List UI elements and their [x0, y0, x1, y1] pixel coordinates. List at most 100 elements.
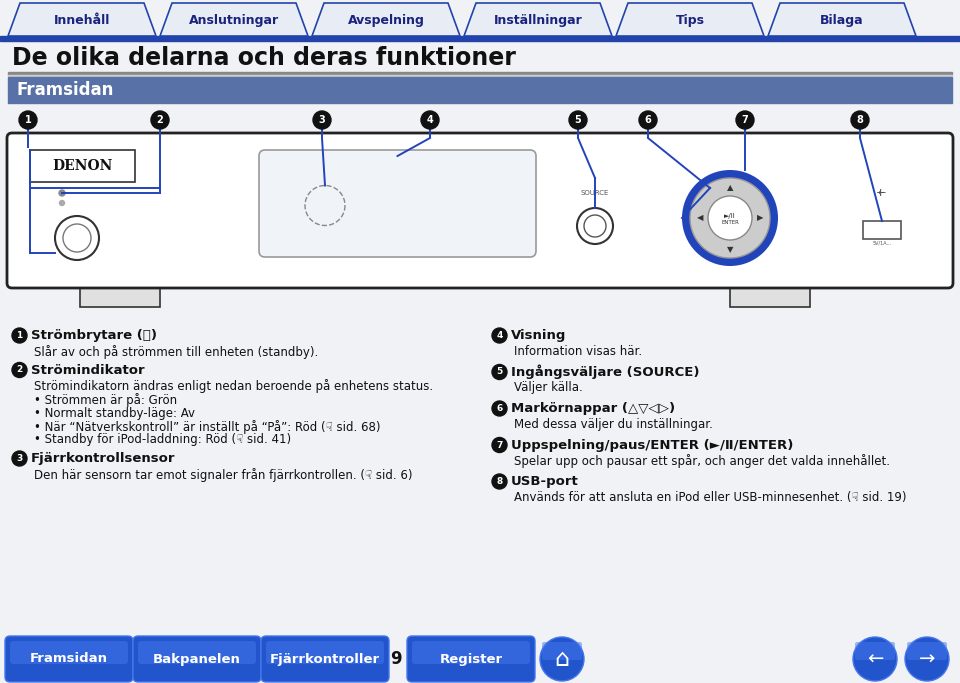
Text: Tips: Tips: [676, 14, 705, 27]
Circle shape: [59, 190, 65, 196]
Circle shape: [12, 363, 27, 378]
Text: 2: 2: [156, 115, 163, 125]
Text: • När “Nätverkskontroll” är inställt på “På”: Röd (☟ sid. 68): • När “Nätverkskontroll” är inställt på …: [34, 420, 380, 434]
Text: Ingångsväljare (SOURCE): Ingångsväljare (SOURCE): [511, 365, 700, 379]
Circle shape: [12, 328, 27, 343]
Text: ←: ←: [867, 650, 883, 669]
Bar: [863, 221, 901, 239]
Text: 6: 6: [644, 115, 652, 125]
Text: 7: 7: [742, 115, 749, 125]
Text: 5: 5: [575, 115, 582, 125]
FancyBboxPatch shape: [259, 150, 536, 257]
Text: 8: 8: [496, 477, 503, 486]
Text: SOURCE: SOURCE: [581, 190, 610, 196]
FancyBboxPatch shape: [907, 642, 947, 660]
Text: +: +: [876, 188, 885, 198]
Circle shape: [851, 111, 869, 129]
Polygon shape: [312, 3, 460, 36]
Circle shape: [492, 365, 507, 380]
Text: 6: 6: [496, 404, 503, 413]
Circle shape: [60, 201, 64, 206]
Circle shape: [151, 111, 169, 129]
Text: 5: 5: [496, 367, 503, 376]
FancyBboxPatch shape: [138, 641, 256, 664]
Bar: [0, 36, 960, 41]
Text: 5V/1A...: 5V/1A...: [873, 240, 892, 245]
Circle shape: [577, 208, 613, 244]
Text: ▼: ▼: [727, 245, 733, 255]
Bar: [8, 77, 952, 103]
Bar: [30, 150, 135, 182]
FancyBboxPatch shape: [10, 641, 128, 664]
Circle shape: [12, 451, 27, 466]
Circle shape: [492, 474, 507, 489]
FancyBboxPatch shape: [412, 641, 530, 664]
FancyBboxPatch shape: [261, 636, 389, 682]
Text: Strömindikator: Strömindikator: [31, 363, 145, 376]
Circle shape: [682, 170, 778, 266]
Text: Inställningar: Inställningar: [493, 14, 583, 27]
FancyBboxPatch shape: [133, 636, 261, 682]
Circle shape: [540, 637, 584, 681]
Bar: [8, 74, 952, 76]
Circle shape: [905, 637, 949, 681]
Circle shape: [708, 196, 752, 240]
Text: 8: 8: [856, 115, 863, 125]
Circle shape: [492, 328, 507, 343]
Bar: [730, 285, 810, 307]
Text: Slår av och på strömmen till enheten (standby).: Slår av och på strömmen till enheten (st…: [34, 345, 319, 359]
Text: Den här sensorn tar emot signaler från fjärrkontrollen. (☟ sid. 6): Den här sensorn tar emot signaler från f…: [34, 468, 413, 482]
Polygon shape: [616, 3, 764, 36]
Text: Register: Register: [440, 652, 503, 665]
Text: Väljer källa.: Väljer källa.: [514, 382, 583, 395]
Text: Uppspelning/paus/ENTER (►/Ⅱ/ENTER): Uppspelning/paus/ENTER (►/Ⅱ/ENTER): [511, 438, 793, 451]
Text: ◀: ◀: [697, 214, 704, 223]
FancyBboxPatch shape: [7, 133, 953, 288]
Text: 3: 3: [319, 115, 325, 125]
Text: ENTER: ENTER: [721, 221, 739, 225]
Circle shape: [63, 224, 91, 252]
Bar: [8, 72, 952, 74]
FancyBboxPatch shape: [542, 642, 582, 660]
FancyBboxPatch shape: [407, 636, 535, 682]
Text: Visning: Visning: [511, 329, 566, 342]
Text: • Standby för iPod-laddning: Röd (☟ sid. 41): • Standby för iPod-laddning: Röd (☟ sid.…: [34, 434, 291, 447]
Bar: [80, 285, 160, 307]
Polygon shape: [160, 3, 308, 36]
Text: ⌂: ⌂: [555, 647, 569, 671]
Circle shape: [492, 438, 507, 453]
Text: Framsidan: Framsidan: [30, 652, 108, 665]
Circle shape: [736, 111, 754, 129]
Text: • Strömmen är på: Grön: • Strömmen är på: Grön: [34, 393, 178, 407]
Text: →: →: [919, 650, 935, 669]
FancyBboxPatch shape: [855, 642, 895, 660]
Circle shape: [639, 111, 657, 129]
FancyBboxPatch shape: [266, 641, 384, 664]
Circle shape: [421, 111, 439, 129]
Text: ←: ←: [878, 188, 886, 198]
Text: 1: 1: [16, 331, 23, 340]
Text: Används för att ansluta en iPod eller USB-minnesenhet. (☟ sid. 19): Används för att ansluta en iPod eller US…: [514, 491, 906, 504]
Text: 3: 3: [16, 454, 23, 463]
Text: Fjärrkontroller: Fjärrkontroller: [270, 652, 380, 665]
Text: Strömindikatorn ändras enligt nedan beroende på enhetens status.: Strömindikatorn ändras enligt nedan bero…: [34, 380, 433, 393]
Text: ►/II: ►/II: [724, 213, 736, 219]
Circle shape: [569, 111, 587, 129]
Text: DENON: DENON: [52, 159, 112, 173]
Circle shape: [584, 215, 606, 237]
Text: • Normalt standby-läge: Av: • Normalt standby-läge: Av: [34, 406, 195, 419]
Text: Bilaga: Bilaga: [820, 14, 864, 27]
Polygon shape: [8, 3, 156, 36]
Polygon shape: [768, 3, 916, 36]
Text: 4: 4: [426, 115, 433, 125]
Text: De olika delarna och deras funktioner: De olika delarna och deras funktioner: [12, 46, 516, 70]
Circle shape: [19, 111, 37, 129]
Text: Information visas här.: Information visas här.: [514, 345, 642, 358]
Text: ▲: ▲: [727, 184, 733, 193]
Text: Anslutningar: Anslutningar: [189, 14, 279, 27]
Text: Spelar upp och pausar ett spår, och anger det valda innehållet.: Spelar upp och pausar ett spår, och ange…: [514, 454, 890, 469]
Text: Fjärrkontrollsensor: Fjärrkontrollsensor: [31, 452, 176, 465]
Text: 7: 7: [496, 441, 503, 449]
Text: Innehåll: Innehåll: [54, 14, 110, 27]
Text: Markörnappar (△▽◁▷): Markörnappar (△▽◁▷): [511, 402, 675, 415]
